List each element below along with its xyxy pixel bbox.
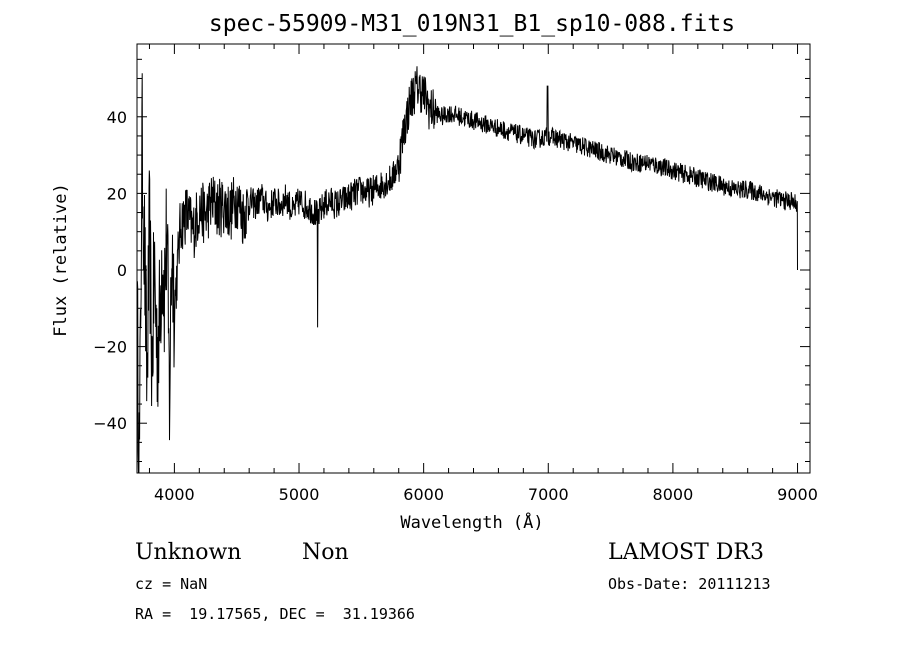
y-tick-label: −20 (93, 338, 127, 357)
obs-date: Obs-Date: 20111213 (608, 575, 771, 593)
y-tick-label: 0 (117, 261, 127, 280)
chart-title: spec-55909-M31_019N31_B1_sp10-088.fits (209, 11, 735, 37)
plot-frame (136, 43, 811, 474)
object-class: Unknown (135, 540, 241, 565)
y-tick-label: −40 (93, 414, 127, 433)
redshift-text: cz = NaN (135, 575, 207, 593)
x-tick-label: 4000 (154, 485, 195, 504)
ra-dec-text: RA = 19.17565, DEC = 31.19366 (135, 605, 415, 623)
y-tick-label: 40 (107, 108, 127, 127)
x-tick-label: 9000 (777, 485, 818, 504)
x-tick-label: 8000 (653, 485, 694, 504)
object-subclass: Non (302, 540, 349, 565)
axis-ticks (137, 44, 810, 473)
axis-tick-labels: 4000 5000 6000 7000 8000 9000 −40 −20 0 20 40 (93, 108, 818, 504)
spectrum-line (136, 66, 798, 474)
x-axis-label: Wavelength (Å) (400, 511, 543, 533)
x-tick-label: 5000 (279, 485, 320, 504)
y-tick-label: 20 (107, 184, 127, 203)
y-axis-label: Flux (relative) (51, 183, 71, 337)
survey-name: LAMOST DR3 (608, 540, 764, 565)
x-tick-label: 6000 (403, 485, 444, 504)
x-tick-label: 7000 (528, 485, 569, 504)
